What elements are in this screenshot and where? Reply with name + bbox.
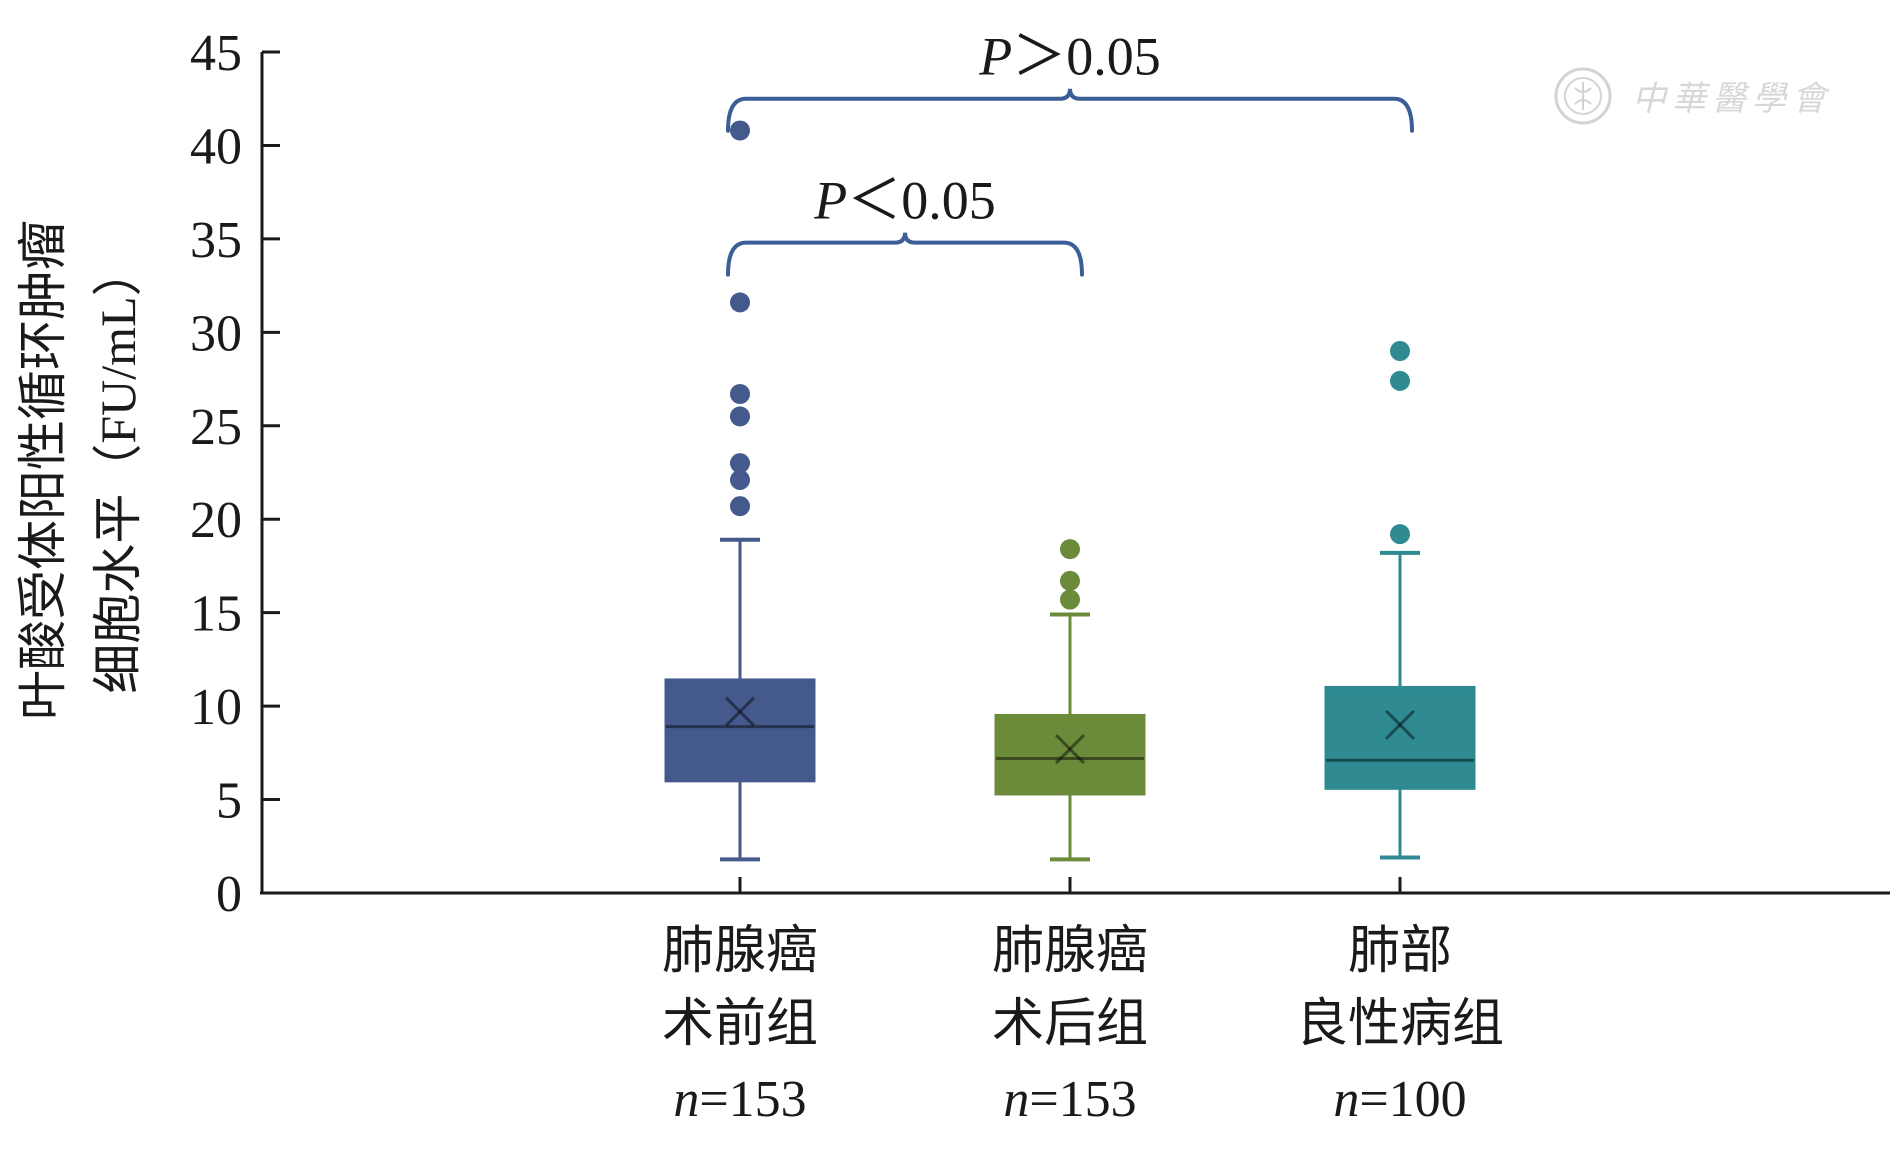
sample-size-label: n=100 [1333,1071,1466,1128]
iqr-box [1324,685,1476,790]
y-tick-label: 45 [190,25,242,82]
p-symbol: P [978,27,1012,87]
mean-marker [724,696,756,727]
n-value: =153 [699,1071,806,1128]
y-tick-label: 40 [190,118,242,175]
y-tick-label: 30 [190,305,242,362]
y-tick-label: 20 [190,492,242,549]
y-tick-label: 5 [216,773,242,830]
mean-marker [1384,709,1416,740]
p-value-label: P＜0.05 [813,171,996,231]
mean-marker [1054,734,1086,765]
outlier-point [1060,570,1080,591]
category-label-line: 肺腺癌 [992,923,1148,980]
mean-marker [1384,709,1416,740]
significance-bracket [726,232,1084,277]
outlier-point [1060,589,1080,610]
box-group-2 [994,539,1146,862]
y-tick-label: 0 [216,866,242,923]
y-tick-label: 35 [190,212,242,269]
outlier-point [1390,370,1410,391]
outlier-point [730,453,750,474]
p-value-text: ＞0.05 [1012,27,1161,87]
outlier-point [1390,524,1410,545]
y-axis-label-line-1: 叶酸受体阳性循环肿瘤 [15,220,71,720]
y-tick-label: 10 [190,679,242,736]
y-axis-ticks: 0 5 10 15 20 25 30 35 40 45 [190,25,1402,923]
mean-marker [724,696,756,727]
box-group-3 [1324,341,1476,860]
outlier-point [730,292,750,313]
box-group-1 [664,120,816,862]
n-value: =153 [1029,1071,1136,1128]
category-label-line: 术前组 [662,996,818,1053]
sample-size-label: n=153 [673,1071,806,1128]
outlier-point [730,406,750,427]
p-value-text: ＜0.05 [847,171,996,231]
y-axis-label: 叶酸受体阳性循环肿瘤 细胞水平（FU/mL） [15,220,146,720]
outlier-point [730,120,750,141]
significance-bracket [726,88,1414,133]
category-label-line: 肺腺癌 [662,923,818,980]
outlier-point [1060,539,1080,560]
n-symbol: n [1333,1071,1359,1128]
iqr-box [664,678,816,783]
significance-brackets: P＞0.05P＜0.05 [726,27,1414,277]
watermark-text: 中華醫學會 [1632,81,1832,118]
y-axis-label-line-2: 细胞水平（FU/mL） [90,246,146,693]
box-series [664,120,1476,862]
outlier-point [730,384,750,405]
n-value: =100 [1359,1071,1466,1128]
mean-marker [1054,734,1086,765]
iqr-box [994,713,1146,796]
p-value-label: P＞0.05 [978,27,1161,87]
society-seal-icon [1554,67,1612,125]
category-label-line: 肺部 [1348,923,1452,980]
n-symbol: n [673,1071,699,1128]
category-label-line: 良性病组 [1296,996,1504,1053]
watermark: 中華醫學會 [1554,67,1832,125]
p-symbol: P [813,171,847,231]
outlier-point [1390,341,1410,362]
y-tick-label: 15 [190,586,242,643]
category-label-line: 术后组 [992,996,1148,1053]
outlier-point [730,469,750,490]
outlier-point [730,496,750,517]
y-tick-label: 25 [190,399,242,456]
sample-size-label: n=153 [1003,1071,1136,1128]
n-symbol: n [1003,1071,1029,1128]
